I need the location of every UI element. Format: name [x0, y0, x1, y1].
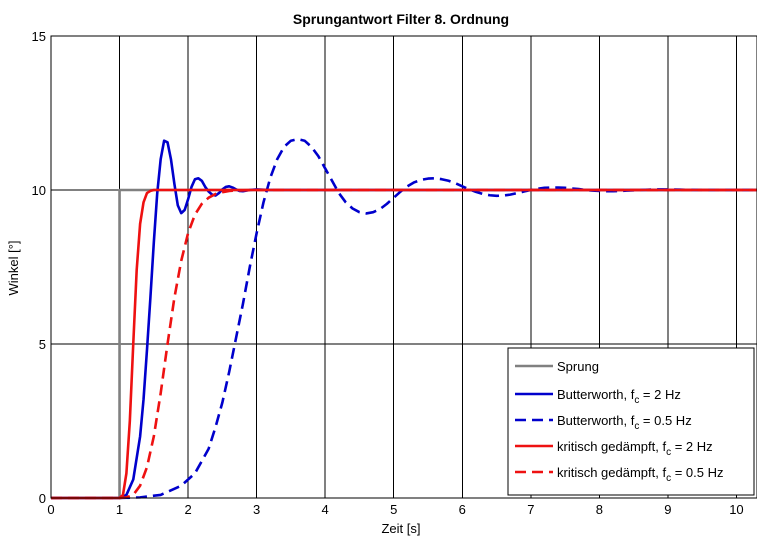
- plot-area: 0 1 2 3 4 5 6 7 8 9 10 0 5 10 15 Sprung Butterworth, fc …: [32, 29, 757, 517]
- legend-label-subscript: c: [634, 395, 639, 406]
- legend-label-4: kritisch gedämpft, fc = 2 Hz: [557, 439, 713, 458]
- x-tick-label: 1: [116, 502, 123, 517]
- x-tick-label: 4: [322, 502, 329, 517]
- axes-box: [50, 35, 757, 499]
- legend-label-subscript: c: [666, 473, 671, 484]
- x-tick-label: 8: [596, 502, 603, 517]
- legend-label-3: Butterworth, fc = 0.5 Hz: [557, 413, 692, 432]
- legend-label-main: Butterworth, f: [557, 413, 635, 428]
- legend-label-subscript: c: [666, 447, 671, 458]
- x-tick-label: 10: [729, 502, 743, 517]
- y-tick-label: 0: [39, 491, 46, 506]
- x-tick-label: 6: [459, 502, 466, 517]
- x-tick-label: 7: [527, 502, 534, 517]
- x-tick-label: 2: [184, 502, 191, 517]
- legend-label-tail: = 2 Hz: [639, 387, 681, 402]
- legend-label-2: Butterworth, fc = 2 Hz: [557, 387, 681, 406]
- y-tick-label: 15: [32, 29, 46, 44]
- x-axis-label: Zeit [s]: [381, 521, 420, 536]
- x-tick-label: 0: [47, 502, 54, 517]
- legend-label-tail: = 0.5 Hz: [639, 413, 691, 428]
- y-axis-label: Winkel [°]: [6, 240, 21, 295]
- x-tick-label: 3: [253, 502, 260, 517]
- legend-label-main: Sprung: [557, 359, 599, 374]
- legend-label-1: Sprung: [557, 359, 599, 374]
- legend-label-main: kritisch gedämpft, f: [557, 439, 666, 454]
- legend-label-tail: = 2 Hz: [671, 439, 713, 454]
- y-tick-label: 5: [39, 337, 46, 352]
- chart-title: Sprungantwort Filter 8. Ordnung: [293, 11, 509, 27]
- x-tick-label: 5: [390, 502, 397, 517]
- legend-box: [507, 347, 755, 496]
- series-line-5: [51, 188, 757, 500]
- legend-label-main: kritisch gedämpft, f: [557, 465, 666, 480]
- legend-label-5: kritisch gedämpft, fc = 0.5 Hz: [557, 465, 724, 484]
- legend-label-main: Butterworth, f: [557, 387, 635, 402]
- series-line-4: [51, 188, 757, 500]
- legend-label-subscript: c: [634, 421, 639, 432]
- legend-label-tail: = 0.5 Hz: [671, 465, 723, 480]
- y-tick-label: 10: [32, 183, 46, 198]
- x-tick-label: 9: [664, 502, 671, 517]
